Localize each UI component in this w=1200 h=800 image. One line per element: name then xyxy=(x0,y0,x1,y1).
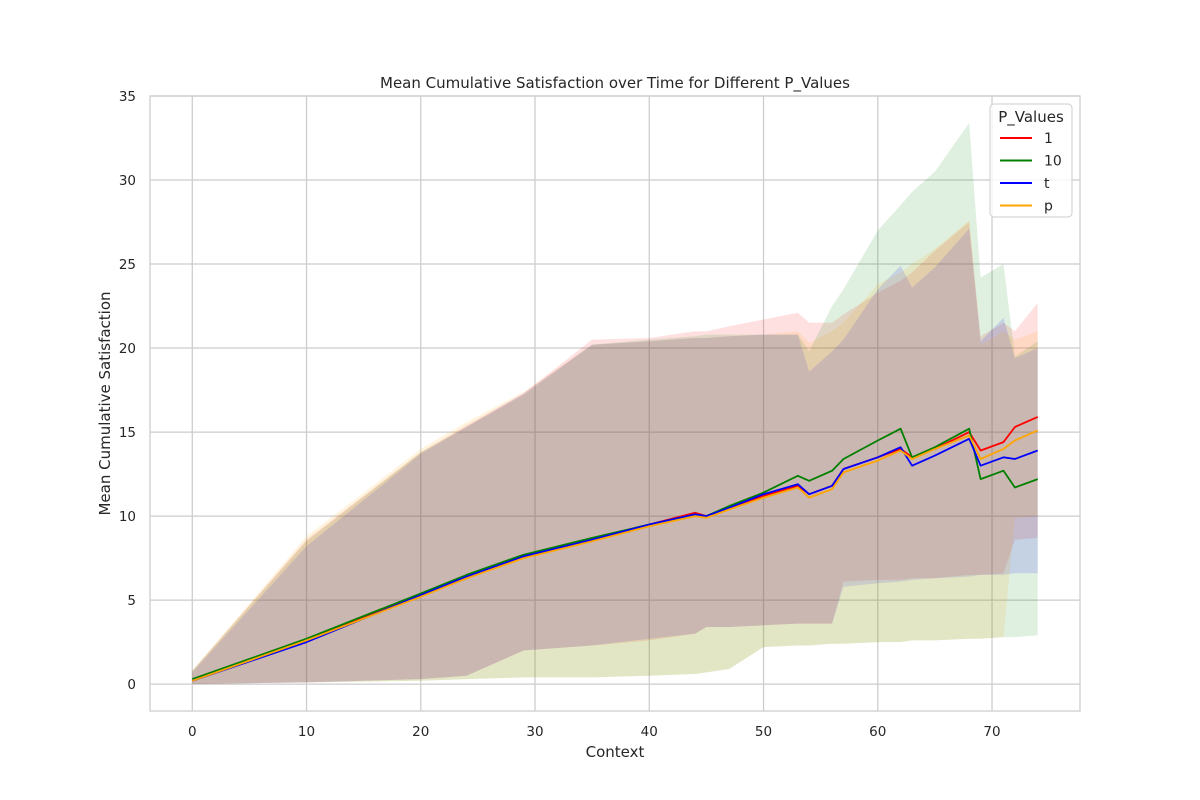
y-tick-label: 0 xyxy=(127,677,136,693)
y-tick-label: 5 xyxy=(127,593,136,609)
x-tick-label: 50 xyxy=(755,724,772,740)
legend-label: 1 xyxy=(1044,131,1053,147)
y-tick-label: 35 xyxy=(119,89,136,105)
x-tick-label: 40 xyxy=(641,724,658,740)
x-tick-label: 0 xyxy=(188,724,197,740)
legend-label: 10 xyxy=(1044,154,1062,170)
x-tick-labels: 0 10 20 30 40 50 60 70 xyxy=(188,724,1001,740)
legend: P_Values 1 10 tp xyxy=(989,103,1073,218)
x-tick-label: 60 xyxy=(869,724,886,740)
y-tick-label: 10 xyxy=(119,509,136,525)
series-lines xyxy=(191,416,1039,682)
legend-label: p xyxy=(1044,199,1053,215)
y-tick-label: 20 xyxy=(119,341,136,357)
legend-label: t xyxy=(1044,176,1050,192)
ci-band-series-1 xyxy=(192,122,1038,685)
plot-area xyxy=(149,95,1081,712)
x-tick-label: 20 xyxy=(412,724,429,740)
y-tick-label: 25 xyxy=(119,257,136,273)
chart-title: Mean Cumulative Satisfaction over Time f… xyxy=(380,74,850,93)
confidence-bands xyxy=(192,122,1038,685)
x-axis-label: Context xyxy=(586,743,645,761)
line-series-3 xyxy=(191,429,1039,682)
legend-title: P_Values xyxy=(998,108,1064,127)
ci-band-series-3 xyxy=(192,220,1038,685)
line-series-1 xyxy=(191,427,1039,680)
x-tick-label: 70 xyxy=(983,724,1000,740)
grid xyxy=(150,95,1080,711)
ci-band-series-2 xyxy=(192,228,1038,685)
line-series-2 xyxy=(192,437,1039,682)
x-tick-label: 10 xyxy=(298,724,315,740)
y-axis-label: Mean Cumulative Satisfaction xyxy=(96,291,114,515)
x-tick-label: 30 xyxy=(526,724,543,740)
ci-band-series-0 xyxy=(192,222,1038,685)
y-tick-label: 30 xyxy=(119,173,136,189)
y-tick-label: 15 xyxy=(119,425,136,441)
legend-items: 1 10 tp xyxy=(1000,131,1062,215)
y-tick-labels: 0 5 10 15 20 25 30 35 xyxy=(119,89,136,693)
